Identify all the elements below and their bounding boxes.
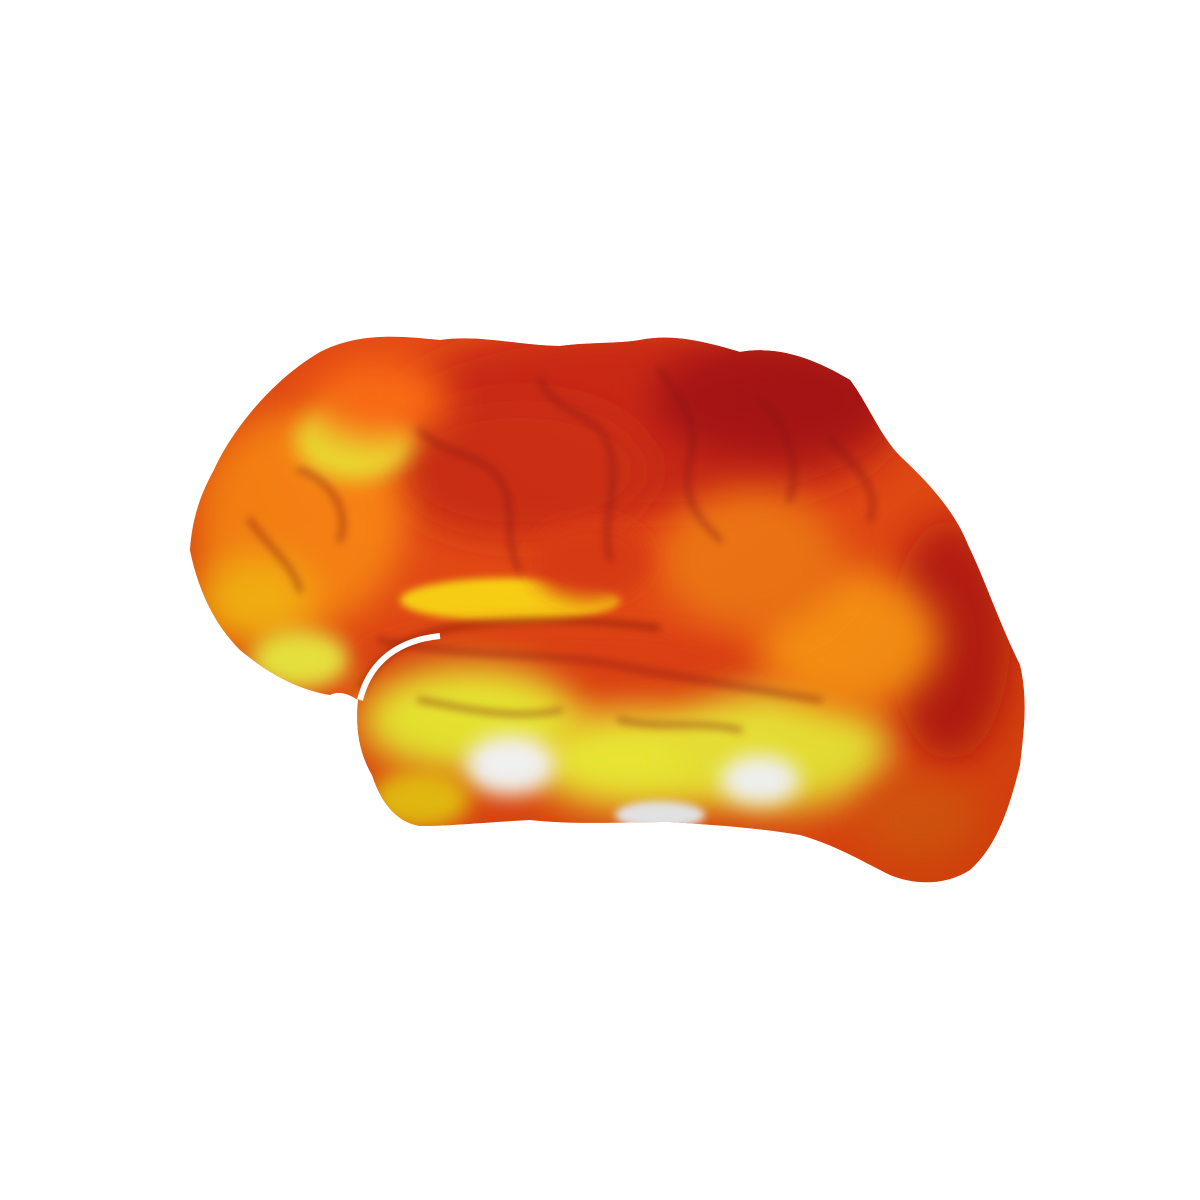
- temporal-lobe-outline: [357, 633, 441, 701]
